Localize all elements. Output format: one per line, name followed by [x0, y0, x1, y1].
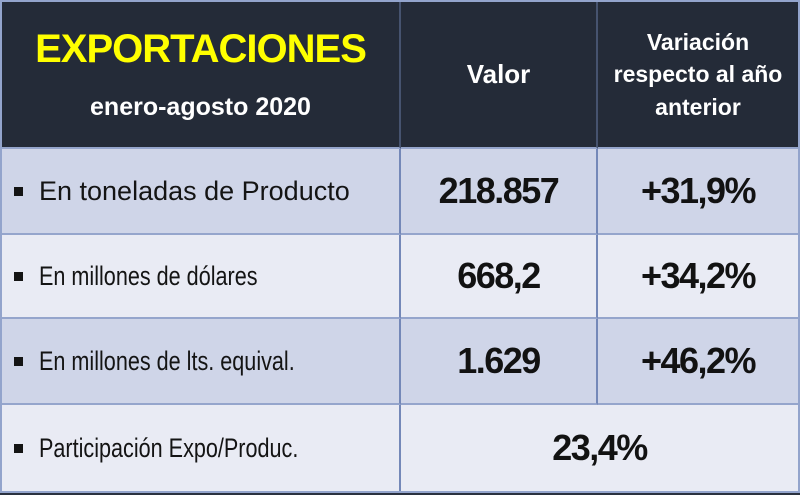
- footer-label: Participación Expo/Produc.: [39, 432, 299, 463]
- footer-value-merged-cell: 23,4%: [401, 405, 798, 491]
- row-1-valor: 218.857: [401, 149, 598, 235]
- bullet-square-icon: [14, 356, 23, 366]
- column-header-valor: Valor: [401, 2, 598, 149]
- bullet-square-icon: [14, 271, 23, 281]
- table-subtitle: enero-agosto 2020: [90, 93, 311, 121]
- row-3-label-cell: En millones de lts. equival.: [2, 319, 401, 405]
- row-3-variacion: +46,2%: [598, 319, 798, 405]
- bullet-square-icon: [14, 443, 23, 453]
- bullet-square-icon: [14, 186, 23, 196]
- row-3-label: En millones de lts. equival.: [39, 345, 295, 376]
- row-2-label-cell: En millones de dólares: [2, 235, 401, 319]
- row-1-variacion: +31,9%: [598, 149, 798, 235]
- table-header-title-cell: EXPORTACIONES enero-agosto 2020: [2, 2, 401, 149]
- footer-label-cell: Participación Expo/Produc.: [2, 405, 401, 491]
- row-2-valor: 668,2: [401, 235, 598, 319]
- row-2-label: En millones de dólares: [39, 260, 258, 291]
- row-3-valor: 1.629: [401, 319, 598, 405]
- row-2-variacion: +34,2%: [598, 235, 798, 319]
- row-1-label: En toneladas de Producto: [39, 175, 350, 206]
- table-title: EXPORTACIONES: [35, 27, 367, 71]
- row-1-label-cell: En toneladas de Producto: [2, 149, 401, 235]
- column-header-variacion: Variación respecto al año anterior: [598, 2, 798, 149]
